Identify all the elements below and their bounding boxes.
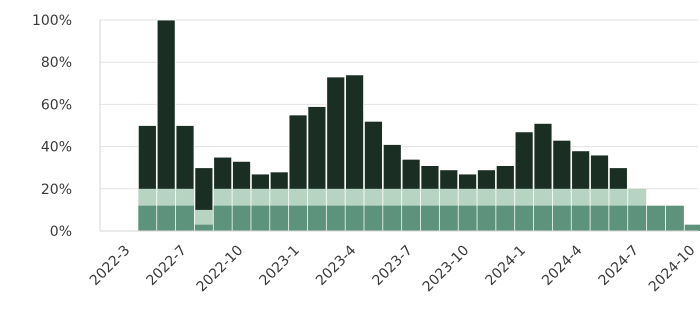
bar-series-3 bbox=[232, 205, 251, 231]
bar-series-3 bbox=[609, 205, 628, 231]
x-tick-label: 2022-10 bbox=[194, 243, 247, 296]
bar-series-3 bbox=[590, 205, 609, 231]
x-tick-label: 2023-7 bbox=[370, 243, 416, 289]
bar-series-3 bbox=[157, 205, 176, 231]
bar-series-3 bbox=[628, 205, 647, 231]
bars bbox=[137, 19, 700, 232]
bar-series-3 bbox=[194, 224, 213, 231]
y-tick-label: 20% bbox=[41, 182, 72, 198]
bar-series-3 bbox=[326, 205, 345, 231]
x-tick-label: 2023-10 bbox=[420, 243, 473, 296]
bar-series-3 bbox=[213, 205, 232, 231]
bar-series-3 bbox=[496, 205, 515, 231]
bar-series-3 bbox=[552, 205, 571, 231]
bar-series-3 bbox=[176, 205, 195, 231]
x-tick-label: 2024-4 bbox=[539, 242, 585, 288]
bar-series-3 bbox=[270, 205, 289, 231]
bar-series-3 bbox=[402, 205, 421, 231]
bar-series-3 bbox=[307, 205, 326, 231]
y-tick-label: 100% bbox=[32, 13, 72, 29]
bar-series-3 bbox=[647, 205, 666, 231]
x-tick-label: 2023-1 bbox=[257, 243, 303, 289]
bar-series-3 bbox=[420, 205, 439, 231]
bar-series-3 bbox=[515, 205, 534, 231]
bar-series-3 bbox=[458, 205, 477, 231]
x-tick-label: 2022-3 bbox=[87, 243, 133, 289]
bar-series-3 bbox=[364, 205, 383, 231]
bar-series-3 bbox=[383, 205, 402, 231]
bar-series-3 bbox=[684, 224, 700, 231]
bar-series-3 bbox=[665, 205, 684, 231]
x-axis-labels: 2022-3 2022-7 2022-10 2023-1 2023-4 2023-7 202… bbox=[87, 242, 699, 295]
bar-series-3 bbox=[289, 205, 308, 231]
bar-series-3 bbox=[251, 205, 270, 231]
x-tick-label: 2024-7 bbox=[596, 243, 642, 289]
bar-series-3 bbox=[345, 205, 364, 231]
bar-series-3 bbox=[138, 205, 157, 231]
y-axis-labels: 0% 20% 40% 60% 80% 100% bbox=[32, 13, 72, 240]
bar-series-3 bbox=[439, 205, 458, 231]
bar-series-3 bbox=[533, 205, 552, 231]
x-tick-label: 2024-10 bbox=[646, 243, 699, 296]
y-tick-label: 40% bbox=[41, 140, 72, 156]
y-tick-label: 0% bbox=[50, 224, 72, 240]
bar-series-3 bbox=[477, 205, 496, 231]
x-tick-label: 2023-4 bbox=[313, 242, 359, 288]
axes bbox=[99, 20, 698, 232]
x-tick-label: 2024-1 bbox=[483, 243, 529, 289]
bar-series-3 bbox=[571, 205, 590, 231]
y-tick-label: 60% bbox=[41, 97, 72, 113]
x-tick-label: 2022-7 bbox=[143, 243, 189, 289]
y-tick-label: 80% bbox=[41, 55, 72, 71]
